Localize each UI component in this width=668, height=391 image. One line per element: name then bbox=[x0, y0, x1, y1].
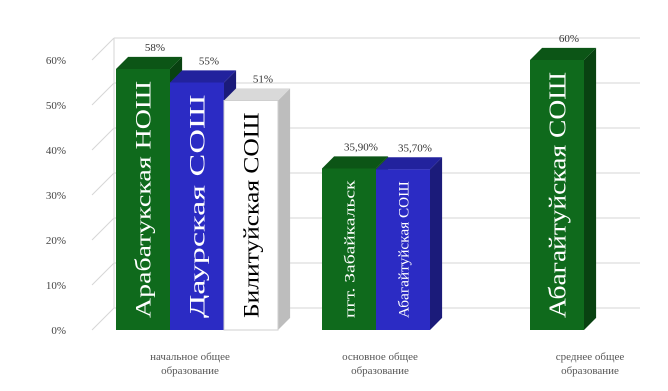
grid-line-depth bbox=[91, 307, 115, 331]
bar-name-label: Абагайтуйская СОШ bbox=[396, 181, 412, 318]
grid-line-depth bbox=[91, 172, 115, 196]
bar-name-label: Арабатукская НОШ bbox=[131, 81, 156, 318]
grid-line-depth bbox=[91, 37, 115, 61]
bar-front bbox=[170, 82, 224, 330]
category-label: среднее общее образование bbox=[556, 351, 625, 377]
bar: Абагайтуйская СОШ bbox=[530, 47, 597, 331]
bar-top bbox=[322, 156, 389, 169]
y-tick-label: 40% bbox=[46, 145, 66, 157]
bar: Абагайтуйская СОШ bbox=[376, 157, 443, 330]
data-label: 35,90% bbox=[344, 141, 378, 153]
category-label-line: среднее общее bbox=[556, 351, 625, 363]
bars-layer: Арабатукская НОШ Даурская СОШ Билитуйская … bbox=[116, 47, 597, 331]
data-label: 35,70% bbox=[398, 142, 432, 154]
bar-name-label: Билитуйская СОШ bbox=[239, 113, 264, 319]
bar: Билитуйская СОШ bbox=[223, 88, 291, 331]
category-label: основное общее образование bbox=[342, 351, 418, 377]
bar-top bbox=[116, 56, 183, 69]
data-label: 51% bbox=[253, 73, 273, 85]
bar-side bbox=[430, 157, 443, 330]
y-tick-label: 0% bbox=[51, 325, 66, 337]
y-tick-label: 20% bbox=[46, 235, 66, 247]
data-label: 55% bbox=[199, 55, 219, 67]
y-tick-label: 60% bbox=[46, 55, 66, 67]
bar-front bbox=[116, 69, 170, 330]
bar-front bbox=[223, 100, 279, 331]
grid-line-depth bbox=[91, 217, 115, 241]
category-label-line: образование bbox=[161, 365, 219, 377]
y-tick-label: 50% bbox=[46, 100, 66, 112]
grid-line-depth bbox=[91, 262, 115, 286]
bar-front bbox=[376, 169, 430, 330]
bar-name-label: пгт. Забайкальск bbox=[342, 180, 358, 318]
category-label-line: основное общее bbox=[342, 351, 418, 363]
bar-top bbox=[530, 47, 597, 60]
labels-layer: 0% 10% 20% 30% 40% 50% 60% 58% 55% 51% 35,90% 35,70… bbox=[46, 33, 625, 377]
bar-side bbox=[584, 47, 597, 331]
category-label-line: начальное общее bbox=[150, 351, 230, 363]
category-label: начальное общее образование bbox=[150, 351, 230, 377]
category-label-line: образование bbox=[561, 365, 619, 377]
bar-side bbox=[278, 88, 291, 331]
bar-top bbox=[170, 70, 237, 83]
bar-name-label: Даурская СОШ bbox=[185, 94, 210, 318]
bar-top bbox=[224, 88, 291, 101]
bar-top bbox=[376, 157, 443, 170]
y-tick-label: 10% bbox=[46, 280, 66, 292]
bar-name-label: Абагайтуйская СОШ bbox=[545, 72, 571, 318]
data-label: 58% bbox=[145, 42, 165, 54]
y-tick-label: 30% bbox=[46, 190, 66, 202]
bar-front bbox=[322, 168, 376, 330]
category-label-line: образование bbox=[351, 365, 409, 377]
grid-line-depth bbox=[91, 82, 115, 106]
data-label: 60% bbox=[559, 33, 579, 45]
grid-line-depth bbox=[91, 127, 115, 151]
bar-front bbox=[530, 60, 584, 330]
